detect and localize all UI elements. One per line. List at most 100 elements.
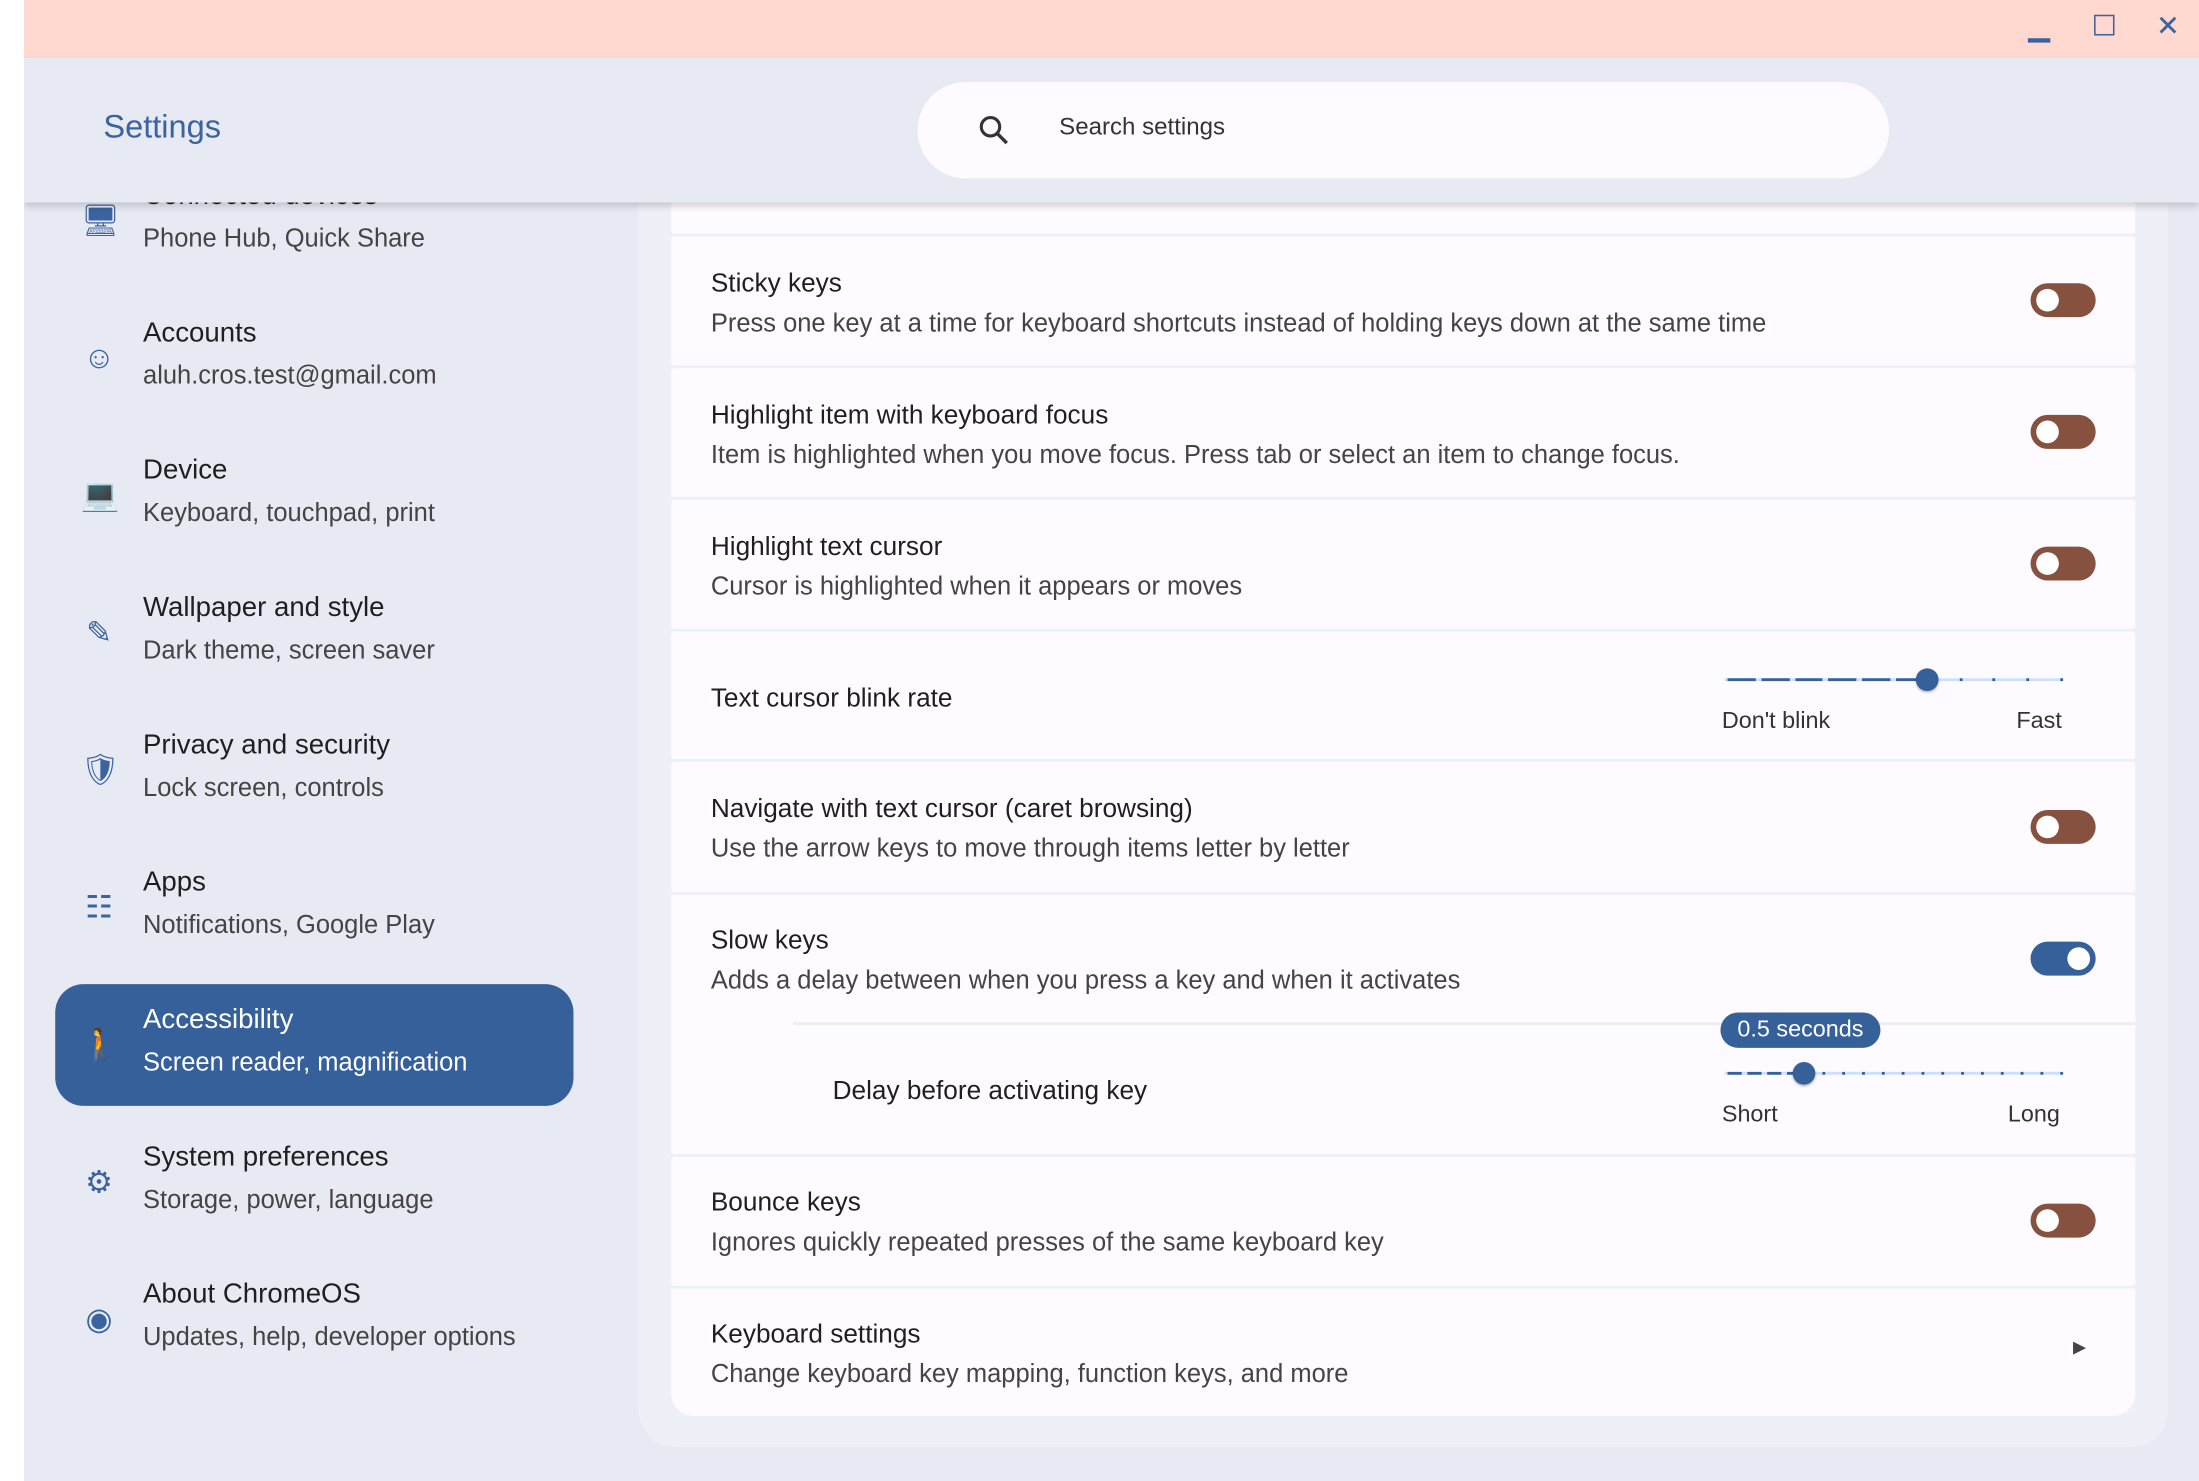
caret-browsing-toggle[interactable] bbox=[2030, 809, 2096, 844]
setting-blink-rate: Text cursor blink rate Don't blink Fast bbox=[671, 631, 2136, 759]
blink-rate-slider[interactable] bbox=[1724, 666, 2064, 694]
slider-tick bbox=[2060, 678, 2064, 682]
sticky-keys-toggle[interactable] bbox=[2030, 283, 2096, 318]
setting-bounce-keys[interactable]: Bounce keys Ignores quickly repeated pre… bbox=[671, 1156, 2136, 1286]
palette-icon: ✎ bbox=[86, 614, 113, 650]
sidebar-item-subtitle: Notifications, Google Play bbox=[143, 910, 435, 939]
sidebar-item-apps[interactable]: ☷ Apps Notifications, Google Play bbox=[55, 847, 573, 969]
minimize-button[interactable]: ▁ bbox=[2028, 11, 2050, 43]
laptop-icon: 💻 bbox=[80, 477, 120, 513]
slider-tick bbox=[2000, 1071, 2004, 1075]
title-bar: ▁ ☐ ✕ bbox=[24, 0, 2199, 59]
sidebar-item-title: System preferences bbox=[143, 1141, 389, 1173]
setting-title: Sticky keys bbox=[710, 267, 842, 298]
setting-subtitle: Ignores quickly repeated presses of the … bbox=[710, 1227, 1384, 1256]
slider-tick bbox=[1941, 1071, 1945, 1075]
sidebar-item-about-chromeos[interactable]: ◉ About ChromeOS Updates, help, develope… bbox=[55, 1259, 573, 1381]
apps-grid-icon: ☷ bbox=[85, 889, 114, 925]
setting-subtitle: Use the arrow keys to move through items… bbox=[710, 834, 1350, 863]
slider-tick bbox=[1980, 1071, 1984, 1075]
keyboard-settings-link[interactable]: Keyboard settings Change keyboard key ma… bbox=[671, 1288, 2136, 1416]
sidebar-item-device[interactable]: 💻 Device Keyboard, touchpad, print bbox=[55, 435, 573, 557]
slider-tick-active bbox=[1896, 678, 1925, 682]
slider-tick bbox=[2020, 1071, 2024, 1075]
setting-highlight-cursor[interactable]: Highlight text cursor Cursor is highligh… bbox=[671, 499, 2136, 629]
setting-subtitle: Adds a delay between when you press a ke… bbox=[710, 965, 1461, 995]
sidebar-item-accounts[interactable]: ☺ Accounts aluh.cros.test@gmail.com bbox=[55, 297, 573, 419]
slider-tick-active bbox=[1862, 678, 1891, 682]
divider bbox=[792, 1022, 2136, 1026]
sidebar-item-title: Apps bbox=[143, 866, 206, 898]
account-icon: ☺ bbox=[83, 339, 116, 376]
slider-min-label: Short bbox=[1721, 1101, 1778, 1128]
slider-track bbox=[1724, 678, 2062, 682]
setting-sticky-keys[interactable]: Sticky keys Press one key at a time for … bbox=[671, 236, 2136, 366]
slider-value-bubble: 0.5 seconds bbox=[1720, 1012, 1881, 1048]
setting-subtitle: Item is highlighted when you move focus.… bbox=[710, 440, 1680, 469]
sidebar-item-subtitle: Screen reader, magnification bbox=[143, 1047, 468, 1077]
sidebar-item-subtitle: aluh.cros.test@gmail.com bbox=[143, 361, 437, 390]
slider-thumb[interactable] bbox=[1915, 668, 1939, 692]
sidebar-item-subtitle: Lock screen, controls bbox=[143, 773, 384, 802]
keyboard-accessibility-card: Sticky keys Press one key at a time for … bbox=[671, 202, 2136, 1416]
slider-tick bbox=[1822, 1071, 1826, 1075]
setting-subtitle: Change keyboard key mapping, function ke… bbox=[710, 1359, 1349, 1388]
sidebar-item-system-preferences[interactable]: ⚙ System preferences Storage, power, lan… bbox=[55, 1121, 573, 1243]
accessibility-icon: 🚶 bbox=[80, 1026, 120, 1062]
gear-icon: ⚙ bbox=[85, 1163, 114, 1200]
slider-tick bbox=[1881, 1071, 1885, 1075]
setting-caret-browsing[interactable]: Navigate with text cursor (caret browsin… bbox=[671, 761, 2136, 893]
setting-subtitle: Press one key at a time for keyboard sho… bbox=[710, 308, 1767, 338]
setting-title: Delay before activating key bbox=[832, 1074, 1148, 1105]
sidebar-item-title: Device bbox=[143, 454, 228, 486]
sidebar-item-accessibility[interactable]: 🚶 Accessibility Screen reader, magnifica… bbox=[55, 984, 574, 1106]
slider-tick bbox=[1992, 678, 1996, 682]
delay-slider[interactable] bbox=[1724, 1059, 2064, 1087]
sidebar-item-title: Accessibility bbox=[143, 1003, 294, 1036]
sidebar-item-title: About ChromeOS bbox=[143, 1278, 361, 1310]
slider-min-label: Don't blink bbox=[1721, 708, 1831, 734]
slider-tick bbox=[2026, 678, 2030, 682]
setting-title: Navigate with text cursor (caret browsin… bbox=[710, 792, 1193, 823]
setting-slow-keys: Slow keys Adds a delay between when you … bbox=[671, 894, 2136, 1155]
chrome-icon: ◉ bbox=[85, 1301, 113, 1337]
slider-tick-active bbox=[1828, 678, 1857, 682]
slider-tick-active bbox=[1761, 678, 1790, 682]
setting-title: Highlight item with keyboard focus bbox=[710, 399, 1109, 430]
setting-title: Highlight text cursor bbox=[710, 531, 943, 561]
highlight-cursor-toggle[interactable] bbox=[2030, 546, 2096, 581]
maximize-button[interactable]: ☐ bbox=[2091, 11, 2117, 43]
setting-title: Bounce keys bbox=[710, 1186, 861, 1217]
sidebar-item-title: Accounts bbox=[143, 317, 257, 349]
slider-thumb[interactable] bbox=[1792, 1062, 1816, 1085]
slider-tick bbox=[2040, 1071, 2044, 1075]
setting-title: Slow keys bbox=[710, 924, 829, 955]
slider-tick-active bbox=[1767, 1071, 1782, 1075]
search-icon bbox=[979, 115, 1008, 145]
bounce-keys-toggle[interactable] bbox=[2030, 1203, 2096, 1238]
devices-icon: 🖥 bbox=[80, 202, 121, 238]
slow-keys-toggle[interactable] bbox=[2030, 941, 2096, 976]
slider-tick bbox=[1959, 678, 1963, 682]
setting-highlight-focus[interactable]: Highlight item with keyboard focus Item … bbox=[671, 368, 2136, 498]
slider-track bbox=[1724, 1071, 2062, 1075]
sidebar-item-wallpaper-and-style[interactable]: ✎ Wallpaper and style Dark theme, screen… bbox=[55, 572, 573, 694]
slider-max-label: Fast bbox=[2016, 708, 2062, 734]
slider-max-label: Long bbox=[2007, 1101, 2060, 1128]
header: Settings Search settings bbox=[24, 58, 2199, 203]
search-input[interactable]: Search settings bbox=[917, 82, 1889, 179]
slider-tick-active bbox=[1727, 678, 1756, 682]
sidebar-item-title: Privacy and security bbox=[143, 729, 391, 761]
sidebar-item-privacy-and-security[interactable]: 🛡 Privacy and security Lock screen, cont… bbox=[55, 709, 573, 831]
slider-tick-active bbox=[1747, 1071, 1762, 1075]
slider-tick bbox=[1961, 1071, 1964, 1075]
highlight-focus-toggle[interactable] bbox=[2030, 414, 2096, 449]
slider-tick bbox=[1842, 1071, 1846, 1075]
close-button[interactable]: ✕ bbox=[2156, 11, 2180, 43]
slider-tick bbox=[1901, 1071, 1905, 1075]
sidebar: 🖥 Connected devices Phone Hub, Quick Sha… bbox=[24, 180, 639, 1481]
sidebar-item-subtitle: Updates, help, developer options bbox=[143, 1322, 516, 1351]
sidebar-item-title: Wallpaper and style bbox=[143, 591, 385, 624]
slider-tick bbox=[1862, 1071, 1865, 1075]
slider-tick bbox=[2060, 1071, 2064, 1075]
